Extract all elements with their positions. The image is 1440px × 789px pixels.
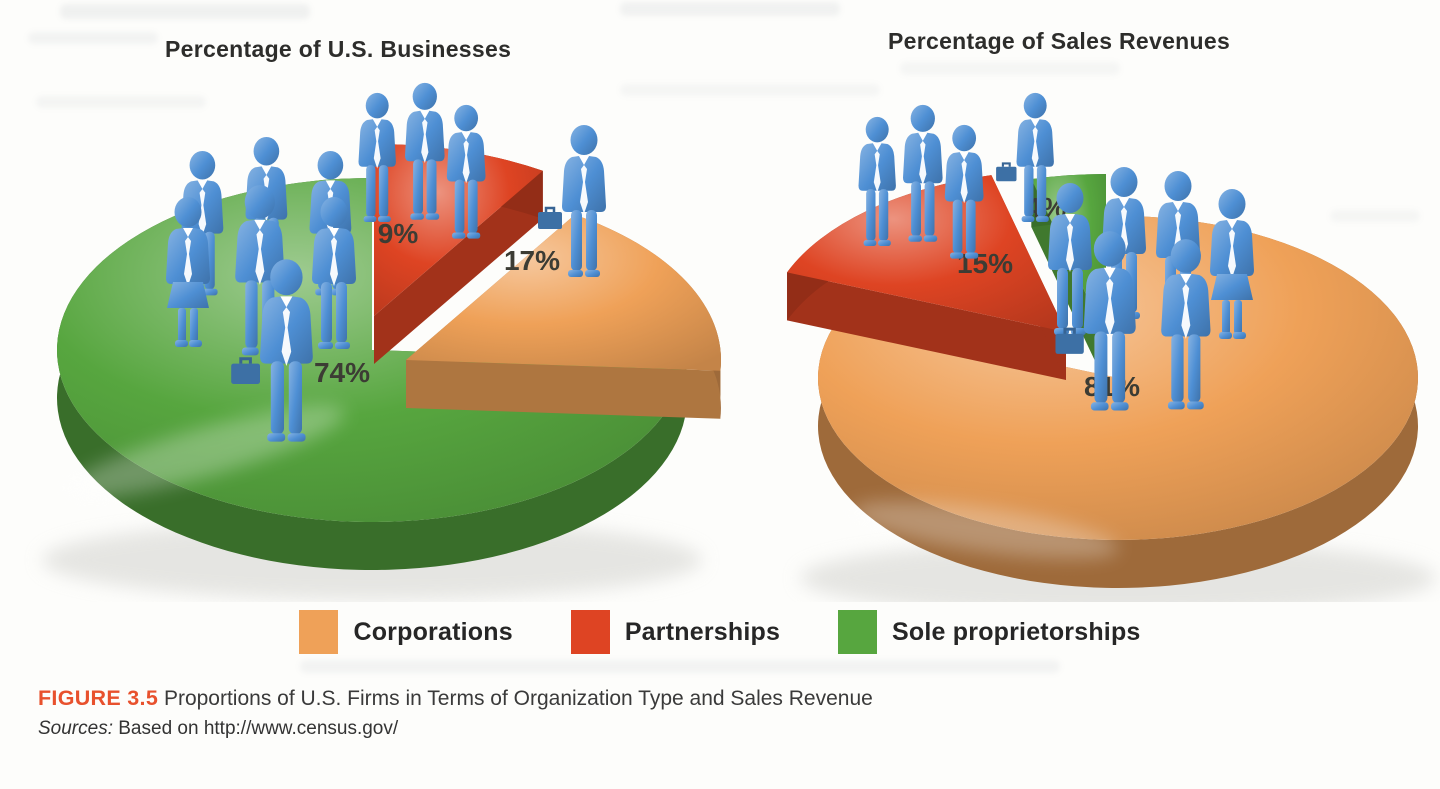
legend-item-corporations: Corporations [299,610,513,654]
legend-swatch [570,610,610,654]
percent-label-corporations: 17% [504,245,560,276]
left-chart-title: Percentage of U.S. Businesses [165,36,512,62]
figure-number: FIGURE 3.5 [38,686,159,710]
legend-swatch [299,610,339,654]
legend-item-sole-proprietorships: Sole proprietorships [838,610,1140,654]
pie-slice-corporations [406,214,721,419]
right-chart-title: Percentage of Sales Revenues [888,28,1231,54]
ghost-bleed-text [620,84,880,96]
ghost-bleed-text [620,2,840,16]
legend-label: Corporations [353,617,513,646]
ghost-bleed-text [300,660,1060,673]
pie-charts-illustration: 9%17%74%81%15%4% [42,82,1436,602]
percent-label-corporations: 81% [1084,371,1140,402]
legend-label: Partnerships [624,617,781,646]
briefcase-icon [995,162,1018,183]
percent-label-partnerships: 9% [378,218,419,249]
legend-label: Sole proprietorships [892,617,1141,646]
percent-label-partnerships: 15% [957,248,1013,279]
pie-slice-partnerships [787,175,1066,380]
figure-caption-text: Proportions of U.S. Firms in Terms of Or… [163,687,873,710]
sources-text: Based on http://www.census.gov/ [112,718,399,739]
chart-legend: Corporations Partnerships Sole proprietors… [0,604,1440,660]
legend-swatch [838,610,878,654]
sources-label: Sources: [38,718,113,739]
figure-caption: FIGURE 3.5 Proportions of U.S. Firms in … [38,686,873,740]
ghost-bleed-text [60,4,310,19]
ghost-bleed-text [28,32,158,44]
percent-label-sole-proprietorships: 74% [314,357,370,388]
ghost-bleed-text [1330,210,1420,222]
legend-item-partnerships: Partnerships [570,610,781,654]
ghost-bleed-text [900,62,1120,75]
ghost-bleed-text [36,96,206,108]
